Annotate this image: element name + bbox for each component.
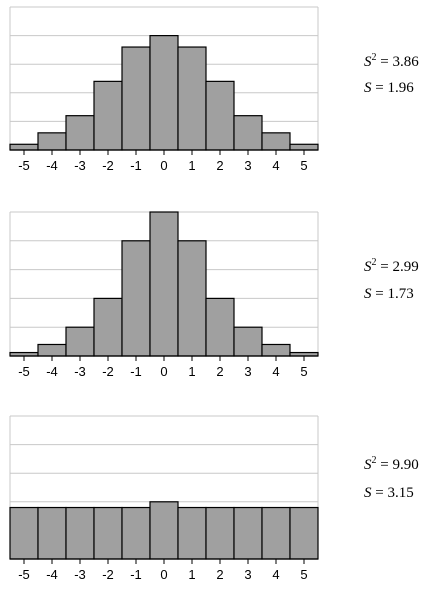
variance-readout-3: S2 = 9.90: [364, 455, 419, 473]
sd-readout-1: S = 1.96: [364, 80, 414, 96]
x-tick-label: -4: [46, 567, 58, 582]
x-tick-label: -5: [18, 158, 30, 173]
histogram-1: -5 -4 -3 -2 -1 0 1 2 3 4 5: [9, 6, 319, 173]
bar--3: [65, 326, 95, 357]
bar-4: [261, 343, 291, 357]
x-tick-label: 5: [300, 158, 307, 173]
bar--2: [93, 297, 123, 357]
x-tick-label: 1: [188, 158, 195, 173]
x-tick-label: 1: [188, 364, 195, 379]
bar-1: [177, 506, 207, 560]
bar-3: [233, 115, 263, 151]
bar-1: [177, 46, 207, 151]
x-tick-label: -3: [74, 567, 86, 582]
bar--3: [65, 506, 95, 560]
bar--5: [9, 506, 39, 560]
bar-0: [149, 211, 179, 357]
x-tick-label: 0: [160, 567, 167, 582]
x-tick-label: -1: [130, 364, 142, 379]
x-tick-label: -1: [130, 567, 142, 582]
sd-readout-3: S = 3.15: [364, 485, 414, 501]
bar--4: [37, 343, 67, 357]
bar--5: [9, 143, 39, 151]
bar--3: [65, 115, 95, 151]
bar--2: [93, 80, 123, 151]
x-tick-label: 4: [272, 158, 279, 173]
x-tick-label: 2: [216, 158, 223, 173]
x-tick-label: 4: [272, 567, 279, 582]
bar--1: [121, 46, 151, 151]
x-tick-label: 3: [244, 567, 251, 582]
bar-0: [149, 501, 179, 560]
bar-3: [233, 326, 263, 357]
x-tick-label: -2: [102, 364, 114, 379]
x-tick-label: -3: [74, 364, 86, 379]
x-tick-label: 5: [300, 567, 307, 582]
x-tick-label: -5: [18, 364, 30, 379]
bar-5: [289, 506, 319, 560]
bar-4: [261, 132, 291, 151]
x-tick-label: 2: [216, 364, 223, 379]
x-tick-label: 2: [216, 567, 223, 582]
bar--4: [37, 506, 67, 560]
x-tick-label: -2: [102, 158, 114, 173]
bar--4: [37, 132, 67, 151]
bar-5: [289, 143, 319, 151]
variance-readout-2: S2 = 2.99: [364, 257, 419, 275]
x-tick-label: 4: [272, 364, 279, 379]
histogram-3: -5 -4 -3 -2 -1 0 1 2 3 4 5: [9, 415, 319, 582]
bar-2: [205, 506, 235, 560]
x-tick-label: -1: [130, 158, 142, 173]
bar-3: [233, 506, 263, 560]
x-tick-label: -5: [18, 567, 30, 582]
x-tick-label: 3: [244, 158, 251, 173]
x-tick-label: 0: [160, 364, 167, 379]
x-tick-label: 3: [244, 364, 251, 379]
histogram-2: -5 -4 -3 -2 -1 0 1 2 3 4 5: [9, 211, 319, 379]
bar-2: [205, 297, 235, 357]
bar-1: [177, 240, 207, 357]
bar--2: [93, 506, 123, 560]
bar-4: [261, 506, 291, 560]
x-tick-label: 1: [188, 567, 195, 582]
x-tick-label: -4: [46, 158, 58, 173]
x-tick-label: 5: [300, 364, 307, 379]
variance-readout-1: S2 = 3.86: [364, 52, 419, 70]
bar--1: [121, 506, 151, 560]
x-tick-label: -2: [102, 567, 114, 582]
x-tick-label: 0: [160, 158, 167, 173]
bar-2: [205, 80, 235, 151]
bar-0: [149, 34, 179, 151]
sd-readout-2: S = 1.73: [364, 286, 414, 302]
x-tick-label: -4: [46, 364, 58, 379]
bar--1: [121, 240, 151, 357]
x-tick-label: -3: [74, 158, 86, 173]
